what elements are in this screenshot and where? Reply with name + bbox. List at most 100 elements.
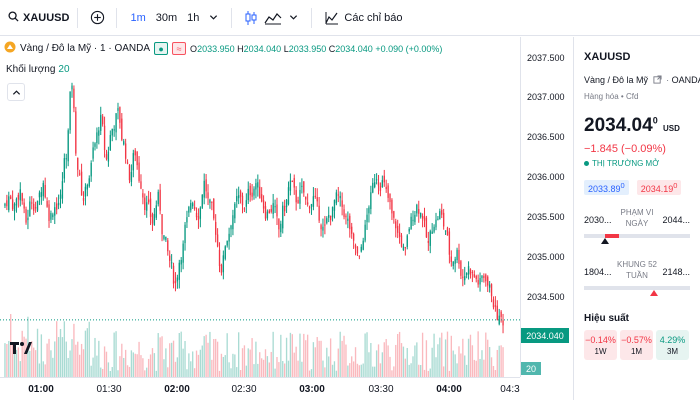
volume-bar: [46, 343, 48, 377]
candle-body: [477, 279, 479, 285]
volume-bar: [448, 370, 451, 377]
candle-body: [239, 191, 242, 197]
volume-bar: [73, 323, 75, 377]
candle-body: [498, 315, 500, 325]
candle-body: [354, 245, 357, 248]
volume-bar: [38, 363, 41, 377]
candle-body: [402, 246, 405, 251]
volume-bar: [251, 338, 253, 377]
volume-bar: [471, 345, 474, 377]
volume-bar: [481, 350, 483, 377]
volume-bar: [65, 341, 67, 377]
volume-bar: [289, 332, 292, 377]
volume-bar: [490, 357, 493, 377]
volume-bar: [339, 331, 341, 377]
time-axis[interactable]: 01:00 01:30 02:00 02:30 03:00 03:30 04:0…: [0, 377, 520, 400]
candle-body: [146, 202, 148, 211]
volume-bar: [6, 343, 8, 377]
interval-30m[interactable]: 30m: [155, 11, 178, 24]
volume-bar: [222, 356, 225, 377]
candle-body: [364, 224, 366, 241]
candle-body: [419, 213, 422, 217]
symbol-search[interactable]: XAUUSD: [8, 10, 69, 25]
volume-bar: [197, 354, 200, 377]
add-symbol-icon[interactable]: [86, 7, 108, 29]
tradingview-logo[interactable]: [10, 342, 32, 357]
candle-body: [79, 173, 81, 175]
candle-body: [80, 171, 83, 196]
volume-bar: [427, 370, 429, 377]
performance-1m[interactable]: −0.57% 1M: [620, 330, 653, 361]
volume-bar: [423, 369, 426, 377]
bid-price: 2033.890: [584, 180, 629, 196]
candle-body: [326, 218, 328, 224]
price-tick: 2035.500: [527, 212, 565, 222]
volume-bar: [326, 347, 328, 377]
volume-bar: [364, 333, 366, 377]
candle-body: [142, 193, 144, 198]
volume-bar: [94, 337, 96, 377]
candle-body: [262, 200, 265, 209]
performance-3m[interactable]: 4.29% 3M: [656, 330, 689, 361]
volume-bar: [310, 369, 313, 377]
time-tick: 04:3: [500, 384, 520, 395]
volume-bar: [180, 331, 182, 377]
candle-body: [351, 226, 353, 234]
volume-bar: [379, 363, 382, 377]
chevron-down-icon[interactable]: [204, 13, 223, 22]
performance-1w[interactable]: −0.14% 1W: [584, 330, 617, 361]
candles-icon[interactable]: [240, 7, 262, 29]
candle-body: [151, 214, 154, 224]
volume-bar: [260, 358, 263, 377]
volume-bar: [61, 337, 64, 377]
eye-icon[interactable]: ●: [154, 42, 169, 55]
candle-body: [169, 255, 171, 261]
external-link-icon[interactable]: [652, 75, 662, 86]
volume-bar: [186, 369, 188, 377]
indicators-button[interactable]: Các chỉ báo: [320, 11, 407, 25]
price-axis[interactable]: 2037.500 2037.000 2036.500 2036.000 2035…: [520, 37, 572, 377]
candle-body: [429, 231, 431, 246]
candle-body: [341, 200, 343, 207]
chart-area[interactable]: Vàng / Đô la Mỹ · 1 · OANDA ● ≈ O2033.95…: [0, 37, 572, 400]
volume-bar: [287, 360, 290, 377]
candle-body: [123, 141, 125, 145]
panel-symbol[interactable]: XAUUSD: [584, 51, 631, 63]
chevron-up-icon: [12, 88, 21, 97]
volume-bar: [50, 350, 52, 377]
volume-bar: [488, 347, 491, 377]
volume-bar: [236, 367, 238, 377]
candle-body: [485, 274, 487, 282]
candle-body: [245, 200, 248, 207]
candle-body: [170, 262, 173, 264]
volume-bar: [257, 363, 259, 377]
volume-bar: [23, 336, 25, 377]
candle-body: [178, 262, 180, 280]
divider: [77, 7, 79, 28]
interval-1m[interactable]: 1m: [130, 11, 146, 24]
candlestick-chart[interactable]: [0, 37, 520, 377]
collapse-legend-button[interactable]: [7, 83, 25, 101]
candle-body: [82, 198, 85, 201]
volume-bar: [8, 340, 10, 377]
legend-title: Vàng / Đô la Mỹ · 1 · OANDA: [20, 43, 151, 54]
panel-description: Vàng / Đô la Mỹ · OANDA: [584, 75, 700, 86]
volume-bar: [82, 349, 85, 377]
time-tick: 02:30: [231, 384, 257, 395]
candle-body: [416, 204, 418, 214]
candle-body: [479, 278, 481, 285]
chevron-down-icon[interactable]: [284, 13, 303, 22]
interval-1h[interactable]: 1h: [187, 11, 200, 24]
volume-bar: [165, 348, 167, 377]
candle-body: [228, 233, 230, 242]
area-chart-icon[interactable]: [262, 7, 284, 29]
volume-bar: [146, 367, 148, 377]
volume-bar: [318, 340, 320, 377]
volume-bar: [349, 363, 351, 377]
candle-body: [52, 214, 54, 218]
candle-body: [308, 207, 311, 209]
wave-icon[interactable]: ≈: [172, 42, 187, 55]
candle-body: [119, 107, 121, 123]
volume-bar: [435, 357, 437, 377]
candle-body: [446, 227, 449, 236]
